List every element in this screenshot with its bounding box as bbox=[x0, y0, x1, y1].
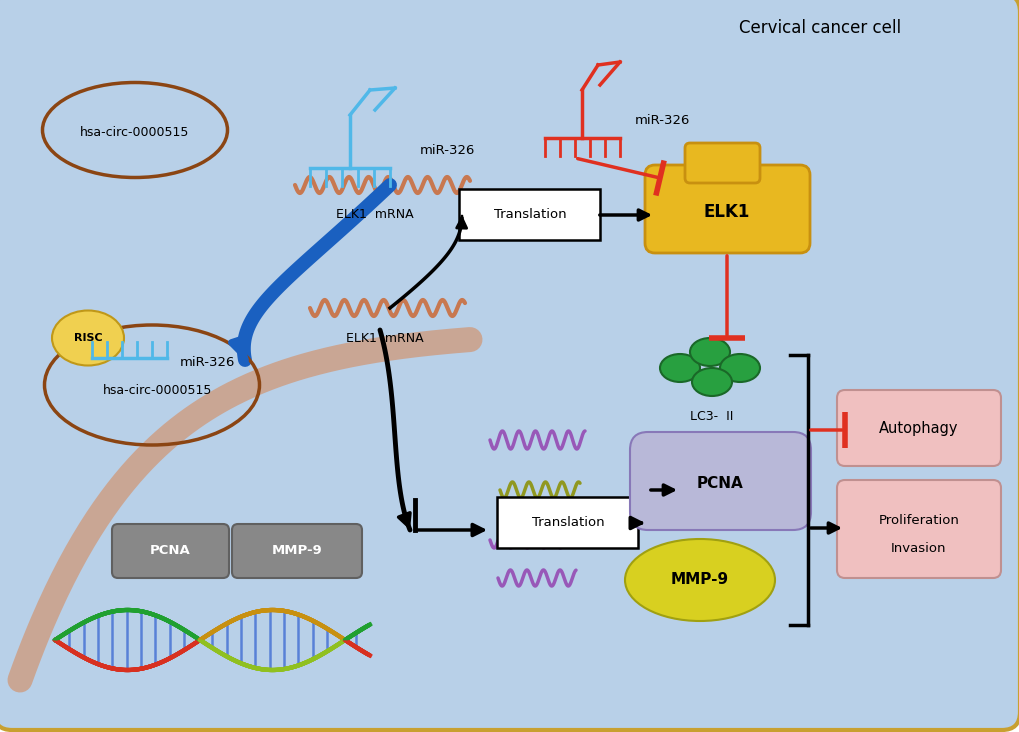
Text: miR-326: miR-326 bbox=[179, 356, 235, 368]
FancyBboxPatch shape bbox=[459, 189, 599, 240]
Text: Translation: Translation bbox=[493, 209, 566, 222]
Text: Autophagy: Autophagy bbox=[878, 420, 958, 436]
FancyBboxPatch shape bbox=[837, 390, 1000, 466]
Text: Cervical cancer cell: Cervical cancer cell bbox=[738, 19, 900, 37]
Ellipse shape bbox=[719, 354, 759, 382]
Text: ELK1  mRNA: ELK1 mRNA bbox=[345, 332, 424, 345]
Ellipse shape bbox=[625, 539, 774, 621]
Text: ELK1  mRNA: ELK1 mRNA bbox=[336, 208, 414, 221]
Text: LC3-  II: LC3- II bbox=[690, 410, 733, 423]
Ellipse shape bbox=[689, 338, 730, 366]
Text: PCNA: PCNA bbox=[696, 476, 743, 490]
Text: miR-326: miR-326 bbox=[420, 143, 475, 157]
FancyBboxPatch shape bbox=[231, 524, 362, 578]
Ellipse shape bbox=[52, 310, 124, 365]
Ellipse shape bbox=[659, 354, 699, 382]
FancyBboxPatch shape bbox=[685, 143, 759, 183]
Text: Proliferation: Proliferation bbox=[877, 514, 959, 526]
Text: hsa-circ-0000515: hsa-circ-0000515 bbox=[81, 127, 190, 140]
Text: PCNA: PCNA bbox=[150, 545, 191, 558]
FancyBboxPatch shape bbox=[112, 524, 229, 578]
FancyBboxPatch shape bbox=[644, 165, 809, 253]
Text: Translation: Translation bbox=[531, 517, 603, 529]
Text: miR-326: miR-326 bbox=[635, 113, 690, 127]
FancyBboxPatch shape bbox=[630, 432, 810, 530]
Text: hsa-circ-0000515: hsa-circ-0000515 bbox=[103, 384, 213, 397]
Ellipse shape bbox=[691, 368, 732, 396]
FancyBboxPatch shape bbox=[837, 480, 1000, 578]
Text: RISC: RISC bbox=[73, 333, 102, 343]
Text: MMP-9: MMP-9 bbox=[671, 572, 729, 588]
FancyBboxPatch shape bbox=[496, 497, 637, 548]
Text: ELK1: ELK1 bbox=[703, 203, 749, 221]
Text: Invasion: Invasion bbox=[891, 542, 946, 555]
Text: MMP-9: MMP-9 bbox=[271, 545, 322, 558]
